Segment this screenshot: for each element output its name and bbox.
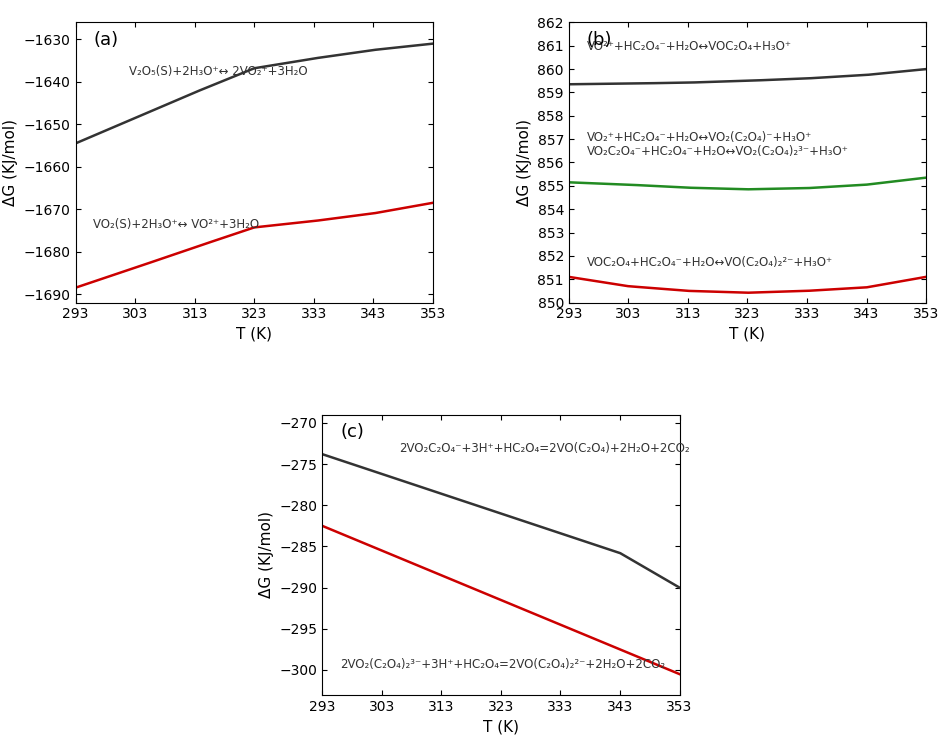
Text: (c): (c) xyxy=(340,423,363,441)
Y-axis label: ΔG (KJ/mol): ΔG (KJ/mol) xyxy=(3,119,18,206)
Text: 2VO₂(C₂O₄)₂³⁻+3H⁺+HC₂O₄=2VO(C₂O₄)₂²⁻+2H₂O+2CO₂: 2VO₂(C₂O₄)₂³⁻+3H⁺+HC₂O₄=2VO(C₂O₄)₂²⁻+2H₂… xyxy=(340,658,665,672)
Text: (b): (b) xyxy=(586,31,612,49)
Y-axis label: ΔG (KJ/mol): ΔG (KJ/mol) xyxy=(259,511,274,598)
X-axis label: T (K): T (K) xyxy=(729,327,765,342)
Text: VO₂C₂O₄⁻+HC₂O₄⁻+H₂O↔VO₂(C₂O₄)₂³⁻+H₃O⁺: VO₂C₂O₄⁻+HC₂O₄⁻+H₂O↔VO₂(C₂O₄)₂³⁻+H₃O⁺ xyxy=(586,146,848,158)
X-axis label: T (K): T (K) xyxy=(482,719,518,734)
Text: VOC₂O₄+HC₂O₄⁻+H₂O↔VO(C₂O₄)₂²⁻+H₃O⁺: VOC₂O₄+HC₂O₄⁻+H₂O↔VO(C₂O₄)₂²⁻+H₃O⁺ xyxy=(586,256,832,270)
Text: VO²⁺+HC₂O₄⁻+H₂O↔VOC₂O₄+H₃O⁺: VO²⁺+HC₂O₄⁻+H₂O↔VOC₂O₄+H₃O⁺ xyxy=(586,40,791,54)
Text: VO₂⁺+HC₂O₄⁻+H₂O↔VO₂(C₂O₄)⁻+H₃O⁺: VO₂⁺+HC₂O₄⁻+H₂O↔VO₂(C₂O₄)⁻+H₃O⁺ xyxy=(586,131,811,144)
X-axis label: T (K): T (K) xyxy=(236,327,272,342)
Text: V₂O₅(S)+2H₃O⁺↔ 2VO₂⁺+3H₂O: V₂O₅(S)+2H₃O⁺↔ 2VO₂⁺+3H₂O xyxy=(129,66,308,78)
Y-axis label: ΔG (KJ/mol): ΔG (KJ/mol) xyxy=(516,119,531,206)
Text: 2VO₂C₂O₄⁻+3H⁺+HC₂O₄=2VO(C₂O₄)+2H₂O+2CO₂: 2VO₂C₂O₄⁻+3H⁺+HC₂O₄=2VO(C₂O₄)+2H₂O+2CO₂ xyxy=(399,441,689,455)
Text: (a): (a) xyxy=(93,31,118,49)
Text: VO₂(S)+2H₃O⁺↔ VO²⁺+3H₂O: VO₂(S)+2H₃O⁺↔ VO²⁺+3H₂O xyxy=(93,218,260,232)
